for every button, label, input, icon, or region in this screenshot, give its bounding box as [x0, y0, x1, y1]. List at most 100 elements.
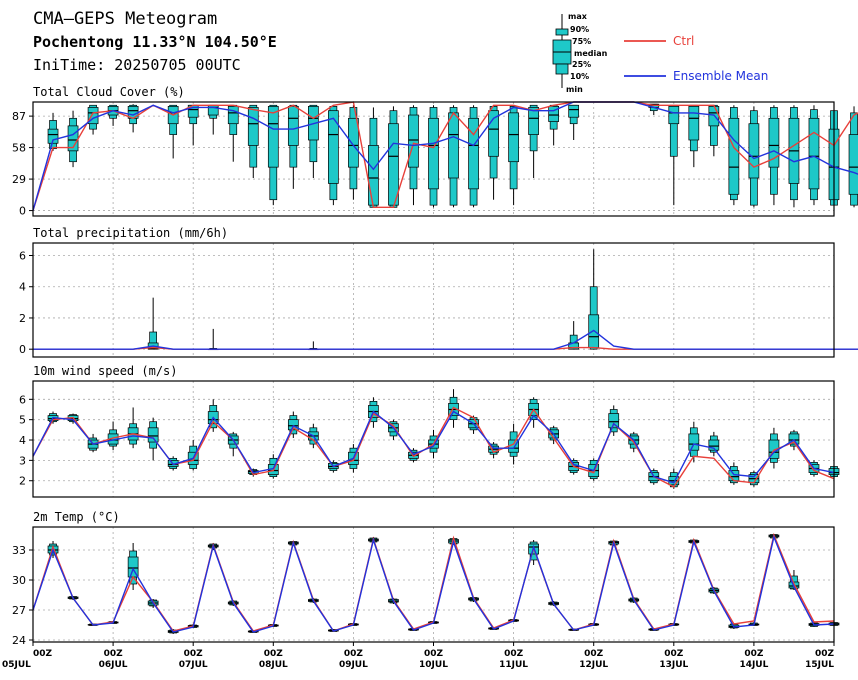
x-tick-label-bottom: 10JUL	[419, 660, 448, 670]
y-tick-label: 0	[19, 205, 26, 218]
panel-frame	[32, 242, 835, 358]
panel-title: Total precipitation (mm/6h)	[33, 226, 228, 240]
panel-title: 2m Temp (°C)	[33, 510, 120, 524]
legend-p75: 75%	[572, 37, 591, 46]
location-label: Pochentong 11.33°N 104.50°E	[33, 33, 277, 51]
panel-title: 10m wind speed (m/s)	[33, 364, 178, 378]
boxplot	[227, 104, 239, 162]
y-tick-label: 0	[19, 343, 26, 356]
x-tick-label-top: 00Z	[33, 649, 53, 659]
boxplot	[668, 468, 680, 489]
boxplot	[468, 105, 479, 208]
y-tick-label: 87	[12, 110, 26, 123]
panel-title: Total Cloud Cover (%)	[33, 85, 185, 99]
x-tick-label-top: 00Z	[184, 649, 204, 659]
ensemble-mean-line	[32, 410, 835, 484]
init-time-label: IniTime: 20250705 00UTC	[33, 56, 241, 74]
y-tick-label: 29	[12, 173, 26, 186]
panel-frame	[32, 101, 835, 217]
boxplot	[708, 104, 720, 157]
x-tick-label-bottom: 11JUL	[499, 660, 528, 670]
legend-ctrl-label: Ctrl	[673, 34, 694, 48]
legend-p25: 25%	[572, 60, 591, 69]
y-tick-label: 4	[19, 434, 26, 447]
boxplot	[87, 104, 99, 135]
boxplot	[448, 105, 459, 208]
legend-boxplot: max 90% 75% median 25% 10% min	[552, 12, 608, 94]
x-tick-label-top: 00Z	[815, 649, 835, 659]
legend-p90: 90%	[570, 25, 589, 34]
panel-1: 0 29 58 87 Total Cloud Cover (%)	[12, 85, 858, 218]
boxplot	[147, 297, 159, 350]
y-tick-label: 5	[19, 414, 26, 427]
x-tick-label-top: 00Z	[504, 649, 524, 659]
y-tick-label: 6	[19, 393, 26, 406]
x-tick-label-bottom: 08JUL	[259, 660, 288, 670]
panel-2: 0 2 4 6 Total precipitation (mm/6h)	[19, 226, 858, 358]
boxplot	[187, 440, 199, 471]
legend-median: median	[574, 49, 608, 58]
chart-title: CMA—GEPS Meteogram	[33, 9, 217, 29]
legend-lines: Ctrl Ensemble Mean	[624, 34, 768, 83]
y-tick-label: 6	[19, 249, 26, 262]
y-tick-label: 33	[12, 544, 26, 557]
boxplot	[207, 328, 219, 351]
y-tick-label: 4	[19, 281, 26, 294]
x-tick-label-bottom: 07JUL	[179, 660, 208, 670]
x-tick-label-top: 00Z	[664, 649, 684, 659]
boxplot	[348, 105, 359, 200]
boxplot	[67, 110, 79, 168]
x-tick-label-top: 00Z	[584, 649, 604, 659]
y-tick-label: 2	[19, 475, 26, 488]
boxplot	[568, 321, 580, 350]
x-tick-label-bottom: 05JUL	[2, 660, 31, 670]
boxplot	[127, 407, 139, 449]
y-tick-label: 27	[12, 604, 26, 617]
boxplot	[47, 112, 59, 151]
boxplot	[247, 104, 259, 178]
boxplot	[287, 104, 299, 189]
boxplot	[388, 419, 399, 441]
x-axis: 00Z05JUL00Z06JUL00Z07JUL00Z08JUL00Z09JUL…	[2, 642, 835, 670]
boxplot	[588, 249, 600, 350]
y-tick-label: 24	[12, 634, 26, 647]
boxplot	[728, 105, 740, 206]
boxplot	[388, 106, 399, 208]
y-tick-label: 58	[12, 142, 26, 155]
boxplot	[528, 397, 539, 428]
boxplot	[848, 106, 858, 208]
boxplot	[788, 105, 800, 208]
boxplot	[688, 104, 700, 168]
boxplot	[368, 107, 379, 208]
x-tick-label-top: 00Z	[424, 649, 444, 659]
boxplot	[207, 104, 219, 135]
y-tick-label: 2	[19, 312, 26, 325]
boxplot	[328, 105, 339, 206]
boxplot	[508, 105, 519, 206]
panel-frame	[32, 526, 835, 643]
boxplot	[768, 105, 780, 206]
boxplot	[308, 341, 319, 351]
panel-3: 2 3 4 5 6 10m wind speed (m/s)	[19, 364, 840, 498]
x-tick-label-top: 00Z	[744, 649, 764, 659]
x-tick-label-bottom: 06JUL	[99, 660, 128, 670]
boxplot	[608, 405, 620, 436]
legend-mean-label: Ensemble Mean	[673, 69, 768, 83]
x-tick-label-top: 00Z	[104, 649, 124, 659]
boxplot	[267, 104, 279, 206]
legend-max: max	[568, 12, 588, 21]
boxplot	[107, 421, 119, 451]
ensemble-mean-line	[33, 329, 858, 350]
y-tick-label: 3	[19, 454, 26, 467]
boxplot	[568, 104, 580, 140]
legend-p10: 10%	[570, 72, 589, 81]
boxplot	[267, 454, 279, 479]
ensemble-mean-line	[32, 534, 835, 633]
boxplot	[808, 105, 820, 206]
y-tick-label: 30	[12, 574, 26, 587]
boxplot	[708, 431, 720, 457]
boxplot	[408, 105, 419, 206]
